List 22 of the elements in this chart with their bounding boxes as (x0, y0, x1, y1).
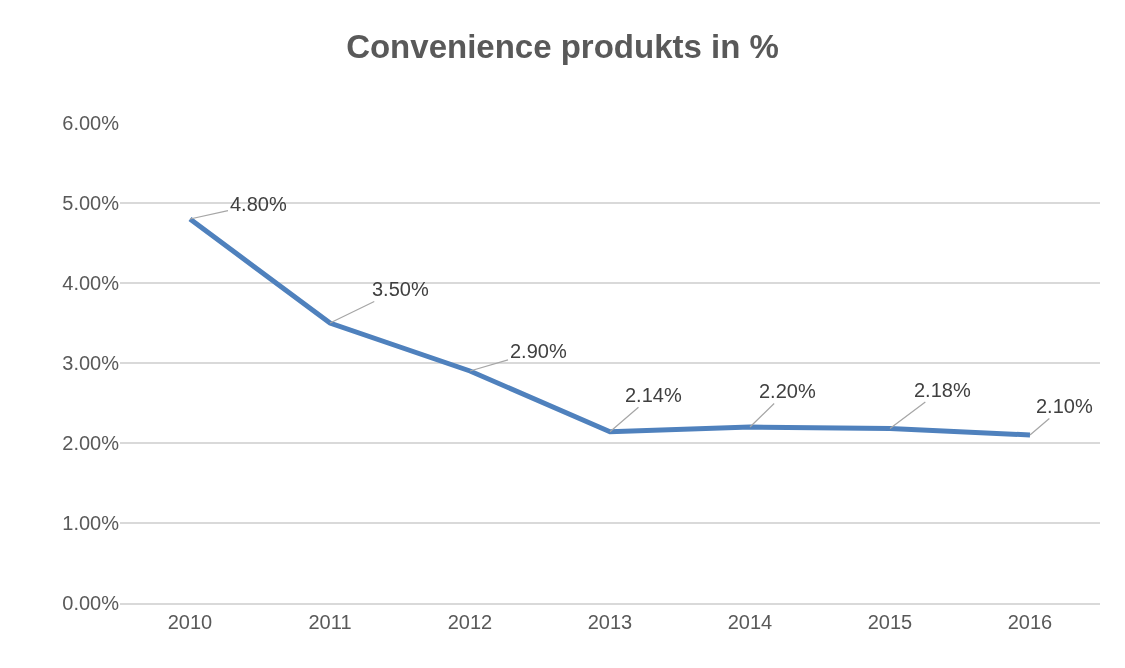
text: 2.20% (759, 380, 816, 402)
y-tick-label: 3.00% (62, 352, 120, 374)
text: 2.14% (625, 384, 682, 406)
x-tick-label: 2014 (727, 610, 773, 633)
text: 3.50% (372, 278, 429, 300)
x-tick-label: 2010 (167, 610, 213, 633)
x-tick-label: 2013 (587, 610, 633, 633)
text: 2.18% (914, 379, 971, 401)
text: 2.90% (510, 340, 567, 362)
y-tick-label: 2.00% (62, 432, 120, 454)
x-tick-label: 2016 (1007, 610, 1053, 633)
text: 4.80% (230, 193, 287, 215)
y-tick-label: 4.00% (62, 272, 120, 294)
x-tick-label: 2015 (867, 610, 913, 633)
y-tick-label: 6.00% (62, 112, 120, 134)
text: 2.10% (1036, 395, 1093, 417)
chart-title: Convenience produkts in % (346, 28, 779, 66)
y-tick-label: 0.00% (62, 592, 120, 614)
y-tick-label: 1.00% (62, 512, 120, 534)
x-tick-label: 2012 (447, 610, 493, 633)
y-tick-label: 5.00% (62, 192, 120, 214)
x-tick-label: 2011 (308, 610, 352, 633)
